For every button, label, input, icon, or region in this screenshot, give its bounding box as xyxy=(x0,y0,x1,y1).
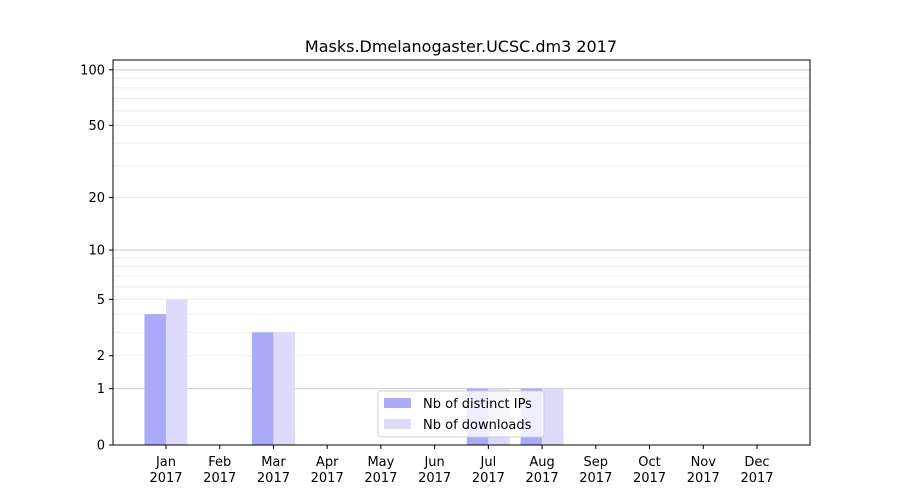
x-tick-label: 2017 xyxy=(311,471,344,486)
x-tick-label: 2017 xyxy=(740,471,773,486)
bar-distinct-ips xyxy=(144,314,166,445)
x-tick-label: May xyxy=(367,455,394,470)
x-tick-label: Nov xyxy=(691,455,717,470)
x-tick-label: Mar xyxy=(261,455,286,470)
x-tick-label: Feb xyxy=(208,455,231,470)
x-axis: Jan2017Feb2017Mar2017Apr2017May2017Jun20… xyxy=(149,445,774,486)
y-tick-label: 5 xyxy=(97,293,105,308)
bar-downloads xyxy=(542,388,564,445)
legend: Nb of distinct IPs Nb of downloads xyxy=(377,390,545,438)
x-tick-label: 2017 xyxy=(149,471,182,486)
bar-downloads xyxy=(273,332,295,445)
y-tick-label: 0 xyxy=(97,439,105,454)
y-tick-label: 50 xyxy=(88,119,105,134)
x-tick-label: Sep xyxy=(584,455,609,470)
y-tick-label: 100 xyxy=(80,63,105,78)
y-tick-label: 2 xyxy=(97,349,105,364)
x-tick-label: Aug xyxy=(529,455,554,470)
y-tick-label: 10 xyxy=(88,244,105,259)
x-tick-label: Oct xyxy=(638,455,660,470)
y-tick-label: 20 xyxy=(88,191,105,206)
x-tick-label: Dec xyxy=(744,455,769,470)
x-tick-label: Jun xyxy=(423,455,444,470)
legend-label: Nb of distinct IPs xyxy=(423,397,532,412)
x-tick-label: Jan xyxy=(155,455,176,470)
legend-box xyxy=(377,390,545,438)
y-tick-label: 1 xyxy=(97,382,105,397)
x-tick-label: 2017 xyxy=(579,471,612,486)
y-axis: 0 1 2 5 10 20 50 100 xyxy=(80,63,113,454)
legend-label: Nb of downloads xyxy=(423,418,532,433)
axes-frame xyxy=(112,59,811,446)
bar-distinct-ips xyxy=(251,332,274,445)
bar-downloads xyxy=(166,299,188,445)
x-tick-label: 2017 xyxy=(472,471,505,486)
x-tick-label: 2017 xyxy=(203,471,236,486)
x-tick-label: Apr xyxy=(316,455,339,470)
x-tick-label: 2017 xyxy=(526,471,559,486)
x-tick-label: 2017 xyxy=(687,471,720,486)
x-tick-label: 2017 xyxy=(364,471,397,486)
x-tick-label: 2017 xyxy=(257,471,290,486)
x-tick-label: 2017 xyxy=(418,471,451,486)
x-tick-label: Jul xyxy=(480,455,497,470)
chart-title: Masks.Dmelanogaster.UCSC.dm3 2017 xyxy=(305,37,617,56)
legend-swatch xyxy=(384,419,411,429)
gridlines xyxy=(113,69,810,390)
legend-swatch xyxy=(384,398,411,408)
x-tick-label: 2017 xyxy=(633,471,666,486)
